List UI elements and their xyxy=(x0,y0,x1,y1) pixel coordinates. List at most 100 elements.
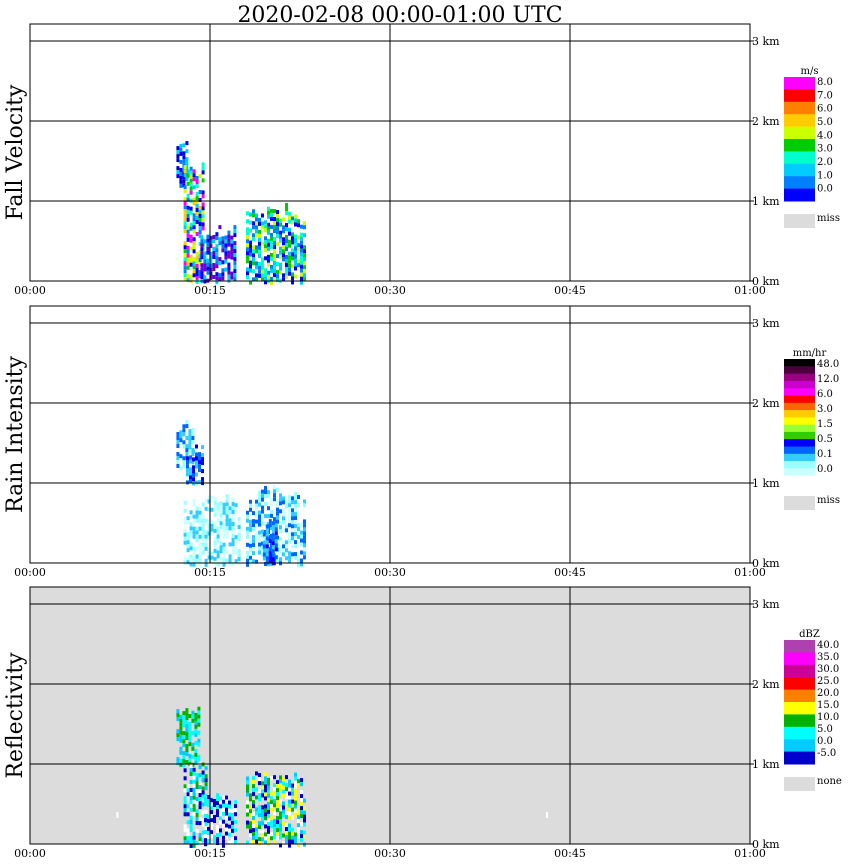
echo-cell xyxy=(176,440,180,444)
colorbar-label: 1.5 xyxy=(817,419,833,430)
echo-cell xyxy=(222,534,226,539)
echo-cell xyxy=(273,819,276,824)
echo-cell xyxy=(249,248,252,253)
echo-cell xyxy=(216,797,219,801)
echo-cell xyxy=(273,221,276,225)
echo-cell xyxy=(195,514,199,519)
echo-cell xyxy=(234,836,237,841)
echo-cell xyxy=(207,507,211,512)
echo-cell xyxy=(209,235,213,240)
echo-cell xyxy=(213,548,217,553)
echo-cell xyxy=(274,535,278,540)
echo-cell xyxy=(183,796,187,801)
echo-cell xyxy=(207,499,211,504)
echo-cell xyxy=(285,803,288,808)
echo-cell xyxy=(186,456,189,461)
colorbar-swatch xyxy=(784,446,815,455)
echo-cell xyxy=(203,255,207,260)
echo-cell xyxy=(279,823,282,828)
echo-cell xyxy=(183,836,187,841)
colorbar-swatch xyxy=(784,439,815,447)
colorbar-label: 0.0 xyxy=(817,736,833,747)
echo-cell xyxy=(267,813,270,818)
echo-cell xyxy=(197,718,201,723)
echo-cell xyxy=(264,808,267,813)
echo-cell xyxy=(246,542,249,547)
echo-cell xyxy=(288,243,291,248)
echo-cell xyxy=(249,805,252,810)
echo-cell xyxy=(291,524,294,529)
echo-cell xyxy=(267,274,270,279)
echo-cell xyxy=(192,221,196,226)
echo-cell xyxy=(183,804,187,809)
echo-cell xyxy=(189,459,192,464)
echo-cell xyxy=(195,817,199,821)
echo-cell xyxy=(186,532,190,537)
echo-cell xyxy=(303,830,306,835)
plot-frame xyxy=(29,586,751,845)
echo-cell xyxy=(303,253,306,258)
echo-cell xyxy=(276,551,279,556)
echo-cell xyxy=(207,551,211,556)
echo-cell xyxy=(183,201,187,206)
colorbar-swatch xyxy=(784,366,815,375)
echo-cell xyxy=(183,784,187,789)
echo-cell xyxy=(192,562,196,567)
echo-cell xyxy=(246,235,249,240)
echo-cell xyxy=(204,810,208,815)
echo-cell xyxy=(246,800,249,805)
echo-cell xyxy=(189,479,192,484)
echo-cell xyxy=(291,516,294,521)
echo-cell xyxy=(231,530,235,534)
echo-cell xyxy=(300,232,303,237)
echo-cell xyxy=(179,746,183,751)
echo-cell xyxy=(300,810,303,815)
x-tick-label: 00:15 xyxy=(194,566,226,579)
echo-cell xyxy=(198,765,202,770)
echo-cell xyxy=(215,244,219,249)
echo-cell xyxy=(279,831,282,836)
echo-cell xyxy=(221,244,225,249)
echo-cell xyxy=(268,547,272,552)
echo-cell xyxy=(282,241,285,246)
colorbar-label: 8.0 xyxy=(817,77,833,88)
echo-cell xyxy=(274,547,278,552)
echo-cell xyxy=(300,530,303,535)
echo-cell xyxy=(210,830,213,835)
echo-cell xyxy=(273,229,276,233)
echo-cell xyxy=(288,231,291,236)
echo-cell xyxy=(291,528,294,533)
echo-cell xyxy=(261,241,264,246)
echo-cell xyxy=(285,275,288,279)
echo-cell xyxy=(219,820,222,825)
echo-cell xyxy=(189,170,193,175)
echo-cell xyxy=(255,249,258,254)
echo-cell xyxy=(176,761,180,766)
echo-cell xyxy=(198,174,202,178)
echo-cell xyxy=(270,509,273,514)
colorbar-label: 0.1 xyxy=(817,449,833,460)
echo-cell xyxy=(297,523,300,527)
echo-cell xyxy=(197,754,201,759)
echo-cell xyxy=(186,836,190,841)
echo-cell xyxy=(185,712,189,717)
echo-cell xyxy=(192,550,196,555)
echo-cell xyxy=(182,440,186,445)
echo-cell xyxy=(264,788,267,793)
echo-cell xyxy=(234,808,237,813)
echo-cell xyxy=(183,253,187,258)
echo-cell xyxy=(183,189,187,194)
echo-cell xyxy=(179,434,183,439)
echo-cell xyxy=(297,819,300,824)
echo-cell xyxy=(204,834,207,839)
echo-cell xyxy=(201,530,205,535)
echo-cell xyxy=(261,265,264,270)
echo-cell xyxy=(192,811,196,816)
echo-cell xyxy=(246,792,249,797)
colorbar-label: 20.0 xyxy=(817,688,839,699)
echo-cell xyxy=(276,226,279,231)
echo-cell xyxy=(222,803,225,808)
echo-cell xyxy=(300,778,303,783)
echo-cell xyxy=(228,562,232,567)
